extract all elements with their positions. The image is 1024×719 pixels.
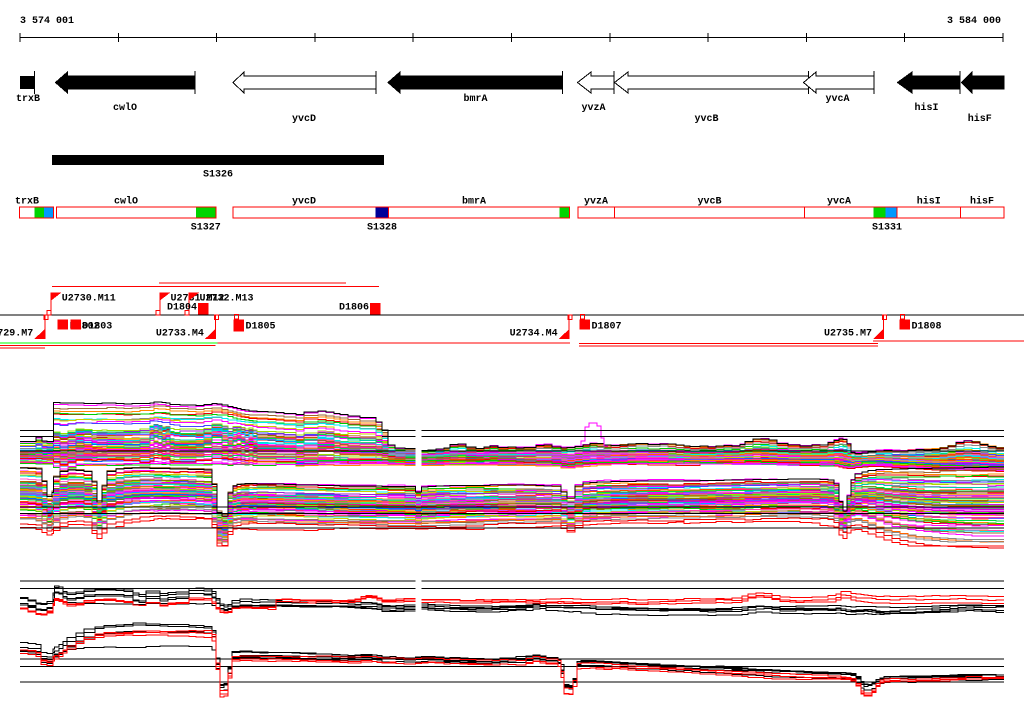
svg-text:U2729.M7: U2729.M7 [0,329,33,340]
svg-text:hisF: hisF [968,113,992,125]
svg-text:S1328: S1328 [367,223,397,234]
svg-text:bmrA: bmrA [462,196,486,208]
svg-text:D1803: D1803 [82,322,112,333]
svg-text:bmrA: bmrA [463,93,487,105]
svg-text:D1806: D1806 [339,303,369,314]
svg-text:hisI: hisI [914,102,938,114]
svg-text:S1331: S1331 [872,223,902,234]
svg-text:trxB: trxB [16,94,40,105]
svg-text:S1327: S1327 [191,223,221,234]
svg-text:trxB: trxB [15,197,39,208]
svg-text:yvcA: yvcA [827,197,851,208]
svg-text:U2733.M4: U2733.M4 [156,329,204,340]
svg-text:S1326: S1326 [203,170,233,181]
svg-text:yvzA: yvzA [584,197,608,208]
svg-text:yvcD: yvcD [292,197,316,208]
svg-text:yvcB: yvcB [697,197,721,208]
svg-text:U2734.M4: U2734.M4 [510,329,558,340]
svg-text:3 584 000: 3 584 000 [947,16,1001,27]
svg-text:D1802: D1802 [70,322,100,333]
svg-text:D1808: D1808 [912,322,942,333]
svg-text:U2731.M12: U2731.M12 [171,294,225,305]
svg-text:U2732.M13: U2732.M13 [200,294,254,305]
svg-text:hisI: hisI [917,196,941,208]
svg-text:U2735.M7: U2735.M7 [824,329,872,340]
svg-text:cwlO: cwlO [113,102,137,114]
svg-text:yvcA: yvcA [825,94,849,105]
svg-text:U2730.M11: U2730.M11 [62,294,116,305]
svg-text:hisF: hisF [970,196,994,208]
svg-text:D1804: D1804 [167,303,197,314]
svg-text:D1807: D1807 [592,322,622,333]
svg-text:yvzA: yvzA [581,103,605,114]
svg-text:cwlO: cwlO [114,196,138,208]
svg-text:D1805: D1805 [246,322,276,333]
svg-text:3 574 001: 3 574 001 [20,16,74,27]
svg-text:yvcB: yvcB [694,114,718,125]
svg-text:yvcD: yvcD [292,114,316,125]
